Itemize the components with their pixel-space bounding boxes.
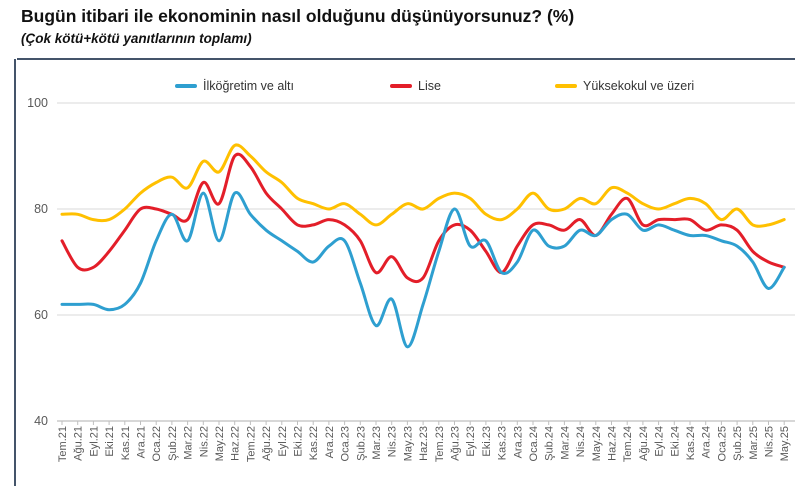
- page-title: Bugün itibari ile ekonominin nasıl olduğ…: [21, 6, 575, 26]
- x-tick-label: Kas.21: [120, 426, 132, 460]
- x-tick-label: Eyl.24: [654, 426, 666, 457]
- x-tick-label: Eki.22: [293, 426, 305, 457]
- x-tick-label: Şub.22: [167, 426, 179, 461]
- x-tick-label: Oca.25: [716, 426, 728, 461]
- x-tick-label: May.23: [402, 426, 414, 461]
- x-tick-label: Eyl.22: [277, 426, 289, 457]
- x-tick-label: Tem.23: [434, 426, 446, 462]
- x-tick-label: Ara.22: [324, 426, 336, 458]
- legend-label: Yüksekokul ve üzeri: [583, 79, 695, 93]
- x-tick-label: Eyl.23: [465, 426, 477, 457]
- x-tick-label: Ağu.24: [638, 426, 650, 461]
- x-tick-label: Kas.23: [497, 426, 509, 460]
- legend-swatch-red: [390, 84, 412, 88]
- x-tick-label: Tem.22: [245, 426, 257, 462]
- x-tick-label: Ağu.23: [450, 426, 462, 461]
- x-tick-label: Tem.24: [622, 426, 634, 462]
- page-subtitle: (Çok kötü+kötü yanıtlarının toplamı): [21, 31, 252, 46]
- chart-legend: İlköğretim ve altı Lise Yüksekokul ve üz…: [0, 77, 800, 95]
- x-tick-label: Tem.21: [57, 426, 69, 462]
- x-tick-label: Mar.24: [559, 426, 571, 460]
- x-tick-label: Kas.24: [685, 426, 697, 460]
- x-tick-label: May.24: [591, 426, 603, 461]
- x-tick-label: Şub.25: [732, 426, 744, 461]
- y-tick-label: 60: [34, 308, 48, 322]
- y-tick-label: 100: [27, 96, 48, 110]
- legend-item-ilkogretim: İlköğretim ve altı: [175, 77, 294, 95]
- series-line-i-lk-retim-ve-alt-: [60, 190, 786, 349]
- legend-label: İlköğretim ve altı: [203, 79, 295, 93]
- left-divider: [14, 59, 16, 486]
- x-tick-label: Şub.23: [355, 426, 367, 461]
- x-tick-label: Mar.25: [748, 426, 760, 460]
- x-tick-label: Nis.22: [198, 426, 210, 457]
- series-line-lise: [60, 152, 786, 284]
- x-tick-label: Eki.21: [104, 426, 116, 457]
- x-tick-label: Oca.24: [528, 426, 540, 461]
- x-tick-label: Mar.23: [371, 426, 383, 460]
- legend-item-yuksekokul: Yüksekokul ve üzeri: [555, 77, 694, 95]
- x-tick-label: Haz.23: [418, 426, 430, 461]
- x-tick-label: Kas.22: [308, 426, 320, 460]
- x-tick-label: Ara.23: [512, 426, 524, 458]
- x-tick-label: May.22: [214, 426, 226, 461]
- top-divider: [17, 58, 795, 60]
- x-tick-label: Haz.22: [230, 426, 242, 461]
- x-tick-label: May.25: [779, 426, 791, 461]
- x-tick-label: Eki.24: [669, 426, 681, 457]
- x-tick-label: Şub.24: [544, 426, 556, 461]
- series-line-y-ksekokul-ve-zeri: [60, 143, 786, 228]
- x-tick-label: Nis.25: [764, 426, 776, 457]
- x-tick-label: Oca.23: [340, 426, 352, 461]
- x-tick-label: Ara.24: [701, 426, 713, 458]
- y-tick-label: 40: [34, 414, 48, 428]
- y-tick-label: 80: [34, 202, 48, 216]
- x-tick-label: Ara.21: [136, 426, 148, 458]
- x-tick-label: Haz.24: [607, 426, 619, 461]
- x-tick-label: Nis.23: [387, 426, 399, 457]
- legend-swatch-yellow: [555, 84, 577, 88]
- x-tick-label: Oca.22: [151, 426, 163, 461]
- x-tick-label: Ağu.21: [73, 426, 85, 461]
- x-tick-label: Eyl.21: [88, 426, 100, 457]
- x-tick-label: Nis.24: [575, 426, 587, 457]
- x-tick-label: Eki.23: [481, 426, 493, 457]
- x-tick-label: Ağu.22: [261, 426, 273, 461]
- x-tick-label: Mar.22: [183, 426, 195, 460]
- legend-swatch-blue: [175, 84, 197, 88]
- legend-label: Lise: [418, 79, 441, 93]
- legend-item-lise: Lise: [390, 77, 441, 95]
